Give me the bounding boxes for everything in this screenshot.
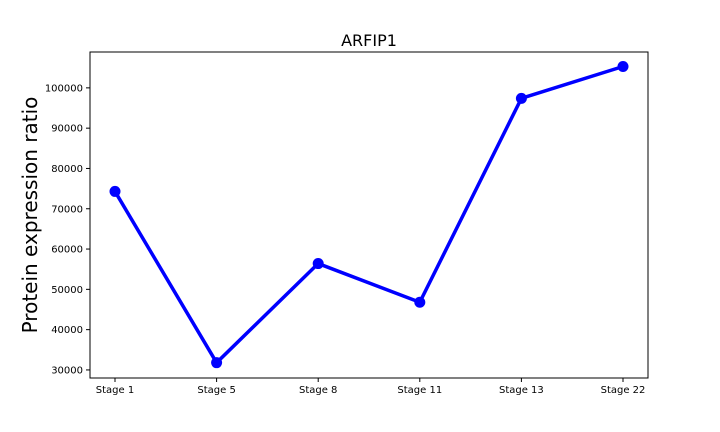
x-tick-label: Stage 8 [299, 385, 337, 396]
y-tick-label: 60000 [51, 245, 83, 256]
y-tick-label: 80000 [51, 164, 83, 175]
data-point [515, 92, 527, 104]
y-axis-label: Protein expression ratio [18, 97, 42, 334]
y-tick-label: 70000 [51, 204, 83, 215]
y-tick-label: 90000 [51, 124, 83, 135]
x-tick-label: Stage 22 [601, 385, 646, 396]
y-tick-label: 100000 [45, 83, 83, 94]
data-point [414, 296, 426, 308]
x-tick-label: Stage 11 [397, 385, 442, 396]
series-layer [109, 61, 629, 369]
x-axis: Stage 1 Stage 5 Stage 8 Stage 11 Stage 13 Sta… [96, 378, 646, 396]
y-tick-label: 40000 [51, 325, 83, 336]
y-axis: 30000 40000 50000 60000 70000 80000 90000 10000… [45, 83, 90, 376]
data-point [312, 258, 324, 270]
chart-title: ARFIP1 [341, 31, 397, 50]
data-point [109, 185, 121, 197]
data-point [211, 357, 223, 369]
x-tick-label: Stage 1 [96, 385, 134, 396]
series-line [113, 64, 624, 365]
x-tick-label: Stage 13 [499, 385, 544, 396]
y-tick-label: 50000 [51, 285, 83, 296]
data-point [617, 61, 629, 73]
plot-frame [89, 51, 649, 379]
x-tick-label: Stage 5 [197, 385, 235, 396]
y-tick-label: 30000 [51, 365, 83, 376]
